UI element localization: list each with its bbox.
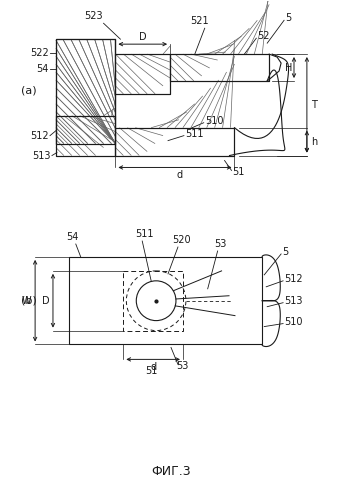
Bar <box>170 54 269 81</box>
Text: 511: 511 <box>135 229 154 239</box>
Bar <box>69 257 262 344</box>
Bar <box>170 54 269 81</box>
Text: 523: 523 <box>84 12 103 22</box>
Text: W: W <box>22 296 31 306</box>
Text: d: d <box>177 170 183 180</box>
Text: 511: 511 <box>185 128 203 138</box>
Text: T: T <box>311 100 317 110</box>
Text: 54: 54 <box>37 64 49 74</box>
Text: (a): (a) <box>21 86 37 96</box>
Text: 512: 512 <box>30 130 49 140</box>
Text: d: d <box>150 362 156 372</box>
Bar <box>56 39 116 144</box>
Text: 513: 513 <box>284 296 303 306</box>
Text: 521: 521 <box>190 16 209 26</box>
Text: h: h <box>311 136 317 146</box>
Text: D: D <box>42 296 50 306</box>
Text: D: D <box>139 32 146 42</box>
Bar <box>56 116 116 156</box>
Text: 51: 51 <box>233 168 245 177</box>
Text: ФИГ.3: ФИГ.3 <box>151 466 191 478</box>
Bar <box>123 271 183 330</box>
Text: 53: 53 <box>215 239 227 249</box>
Bar <box>116 128 235 156</box>
Text: (b): (b) <box>21 296 37 306</box>
Text: 54: 54 <box>67 232 79 242</box>
Text: 510: 510 <box>205 116 223 126</box>
Text: 51: 51 <box>145 366 157 376</box>
Bar <box>56 39 116 144</box>
Text: 53: 53 <box>176 362 188 372</box>
Bar <box>56 39 116 144</box>
Text: 510: 510 <box>284 316 303 326</box>
Bar <box>56 39 116 144</box>
Bar <box>116 54 170 94</box>
Text: 5: 5 <box>282 247 288 257</box>
Text: 512: 512 <box>284 274 303 284</box>
Bar <box>56 116 116 156</box>
Text: 52: 52 <box>257 31 270 41</box>
Text: 513: 513 <box>32 150 51 160</box>
Text: H: H <box>285 62 292 72</box>
Text: 5: 5 <box>285 14 291 24</box>
Bar <box>116 128 235 156</box>
Text: 522: 522 <box>30 48 49 58</box>
Bar <box>116 54 170 94</box>
Text: 520: 520 <box>172 235 190 245</box>
